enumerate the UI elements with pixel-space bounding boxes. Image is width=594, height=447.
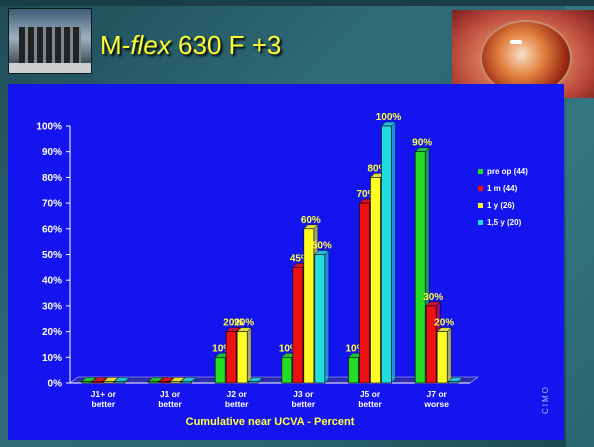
bar — [348, 356, 359, 384]
bar-side — [246, 327, 252, 384]
y-tick-label: 90% — [42, 147, 62, 158]
legend-swatch — [478, 220, 483, 225]
x-tick-label-line2: better — [92, 399, 116, 409]
data-label: 50% — [312, 241, 332, 252]
x-tick-label-line2: better — [292, 399, 316, 409]
y-tick-label: 100% — [36, 122, 62, 133]
y-tick-label: 10% — [42, 353, 62, 364]
x-tick-label-line1: J1+ or — [91, 389, 117, 399]
bar — [225, 331, 237, 384]
data-label: 90% — [412, 138, 432, 149]
bar — [214, 356, 226, 384]
bar — [103, 381, 115, 384]
bar — [303, 228, 315, 384]
data-label: 70% — [356, 189, 376, 200]
legend-label: 1 y (26) — [487, 201, 515, 210]
title-suffix: 630 F +3 — [170, 30, 282, 60]
bar — [292, 267, 304, 384]
x-tick-label-line2: better — [225, 399, 249, 409]
bar-side — [391, 121, 396, 384]
data-label: 80% — [367, 163, 387, 174]
bar — [148, 381, 159, 384]
legend-label: 1 m (44) — [487, 184, 518, 193]
bar-side — [324, 250, 330, 384]
x-tick-label-line1: J2 or — [227, 389, 248, 399]
bar — [114, 381, 126, 384]
x-tick-label-line1: J5 or — [360, 389, 381, 399]
y-tick-label: 0% — [48, 379, 63, 390]
bar — [281, 356, 293, 384]
bar — [414, 151, 426, 384]
chart-panel: 0% 10% 20% 30% 40% 50% 60% 70% 80% 90% 100% J1+ or b… — [8, 84, 564, 440]
bar — [314, 254, 326, 384]
legend-label: 1,5 y (20) — [487, 218, 522, 227]
x-axis-title: Cumulative near UCVA - Percent — [186, 416, 355, 428]
x-tick-label-line1: J1 or — [160, 389, 181, 399]
bar — [447, 381, 459, 384]
legend-label: pre op (44) — [487, 167, 528, 176]
title-italic: flex — [130, 30, 171, 60]
slide-title: M-flex 630 F +3 — [100, 30, 281, 61]
data-label: 30% — [423, 292, 443, 303]
legend-swatch — [478, 186, 483, 191]
y-tick-label: 70% — [42, 199, 62, 210]
data-label: 10% — [345, 343, 365, 354]
y-tick-label: 40% — [42, 276, 62, 287]
bar — [425, 305, 437, 384]
bar — [370, 177, 381, 384]
data-label: 20% — [234, 318, 254, 329]
y-tick-label: 30% — [42, 301, 62, 312]
bar-chart: 0%10%20%30%40%50%60%70%80%90%100%J1+ orb… — [36, 112, 550, 428]
x-tick-label-line1: J7 or — [427, 389, 448, 399]
watermark: CIMO — [541, 385, 550, 414]
data-label: 20% — [223, 318, 243, 329]
bar — [247, 381, 259, 384]
data-label: 60% — [301, 215, 321, 226]
y-tick-label: 60% — [42, 224, 62, 235]
data-label: 10% — [279, 343, 299, 354]
bar — [436, 331, 448, 384]
y-tick-label: 50% — [42, 250, 62, 261]
y-tick-label: 20% — [42, 327, 62, 338]
building-photo — [8, 8, 92, 74]
x-tick-label-line2: better — [358, 399, 382, 409]
bar — [381, 125, 392, 384]
legend-swatch — [478, 203, 483, 208]
y-tick-label: 80% — [42, 173, 62, 184]
x-tick-label-line2: better — [158, 399, 182, 409]
data-label: 20% — [434, 318, 454, 329]
data-label: 45% — [290, 253, 310, 264]
title-prefix: M- — [100, 30, 131, 60]
x-tick-label-line2: worse — [423, 399, 449, 409]
bar — [359, 202, 370, 384]
bar — [236, 331, 248, 384]
bar — [170, 381, 181, 384]
x-tick-label-line1: J3 or — [293, 389, 314, 399]
data-label: 10% — [212, 343, 232, 354]
data-label: 100% — [376, 112, 402, 123]
bar — [92, 381, 104, 384]
bar — [81, 381, 93, 384]
bar — [159, 381, 170, 384]
bar-side — [446, 327, 452, 384]
bar — [181, 381, 192, 384]
legend-swatch — [478, 169, 483, 174]
